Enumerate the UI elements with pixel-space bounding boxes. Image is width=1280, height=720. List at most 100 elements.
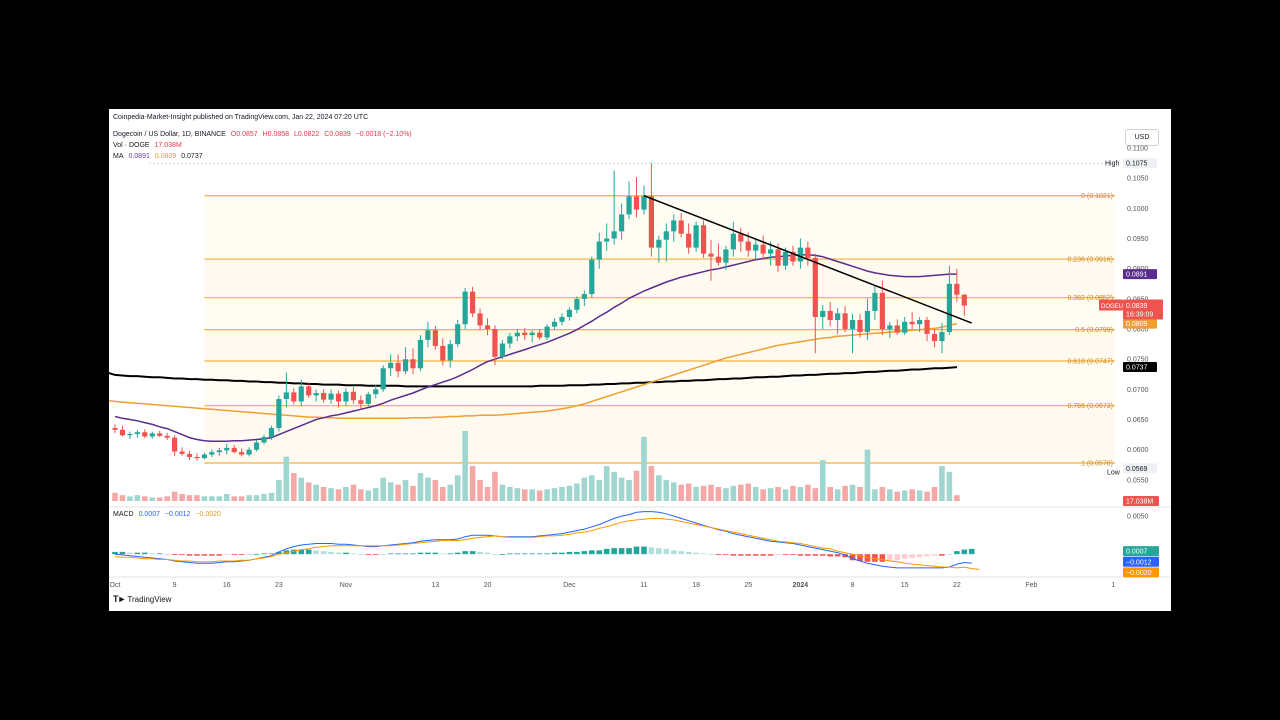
macd-signal-value: −0.0020 xyxy=(195,511,221,518)
macd-line-tag-bg xyxy=(1123,556,1159,567)
volume-bar xyxy=(723,488,729,501)
candle-body xyxy=(157,433,163,436)
x-tick-label: 2024 xyxy=(793,582,809,589)
volume-bar xyxy=(127,496,133,501)
macd-hist-tag: 0.0007 xyxy=(1126,549,1148,556)
candle-body xyxy=(760,244,766,254)
macd-hist-bar xyxy=(365,554,372,555)
candle-body xyxy=(149,433,155,437)
volume-bar xyxy=(819,460,826,501)
x-tick-label: Nov xyxy=(340,582,353,589)
x-tick-label: 15 xyxy=(901,582,909,589)
macd-hist-bar xyxy=(641,546,647,555)
ma-label[interactable]: MA xyxy=(113,153,124,160)
macd-hist-bar xyxy=(335,552,342,555)
candle-body xyxy=(797,247,803,262)
macd-hist-bar xyxy=(909,554,915,558)
ma-slow-line xyxy=(109,366,957,388)
x-tick-label: 13 xyxy=(431,582,439,589)
candle-body xyxy=(566,309,573,317)
volume-bar xyxy=(544,489,550,501)
candle-body xyxy=(619,214,625,232)
last-price-bg xyxy=(1123,299,1163,320)
candle-body xyxy=(246,449,252,455)
candle-body xyxy=(164,435,170,438)
candle-body xyxy=(291,392,297,402)
volume-bar xyxy=(559,487,565,501)
macd-hist-bar xyxy=(462,551,468,555)
tradingview-logo[interactable]: T► TradingView xyxy=(113,594,171,604)
macd-hist-bar xyxy=(291,549,297,555)
volume-bar xyxy=(134,495,141,501)
candle-body xyxy=(745,241,751,251)
macd-hist-bar xyxy=(127,552,133,555)
candle-body xyxy=(931,333,938,342)
macd-hist-bar xyxy=(894,554,901,561)
y-tick-label: 0.0600 xyxy=(1127,447,1149,454)
candle-body xyxy=(239,452,245,455)
macd-hist-bar xyxy=(179,554,185,555)
macd-hist-bar xyxy=(551,552,558,555)
macd-hist-bar xyxy=(432,552,439,555)
macd-hist-bar xyxy=(223,554,230,555)
volume-bar xyxy=(738,484,744,501)
candle-body xyxy=(723,249,729,263)
volume-label[interactable]: Vol · DOGE xyxy=(113,142,150,149)
volume-bar xyxy=(171,491,178,501)
candle-body xyxy=(738,233,744,242)
currency-button[interactable]: USD xyxy=(1125,129,1159,146)
macd-hist-bar xyxy=(328,551,334,555)
ohlc-open: O0.0857 xyxy=(230,131,258,138)
ma-slow-value: 0.0737 xyxy=(181,153,203,160)
candle-body xyxy=(492,329,498,357)
candle-body xyxy=(790,251,796,262)
macd-hist-bar xyxy=(156,553,163,555)
y-tick-label: 0.0950 xyxy=(1127,236,1149,243)
volume-bar xyxy=(581,477,588,501)
candle-body xyxy=(350,391,356,401)
volume-bar xyxy=(425,477,431,501)
volume-bar xyxy=(179,494,185,501)
macd-hist-bar xyxy=(238,554,245,555)
price-chart[interactable]: 0 (0.1021) 0.236 (0.0916) 0.382 (0.0852) 0.… xyxy=(109,109,1171,589)
ma-fast-tag-bg xyxy=(1123,269,1157,280)
volume-bar xyxy=(238,496,245,501)
macd-hist-bar xyxy=(596,550,603,555)
volume-bar xyxy=(529,489,535,501)
macd-hist-bar xyxy=(142,552,148,555)
candle-body xyxy=(231,447,237,453)
candle-body xyxy=(596,241,602,260)
volume-bar xyxy=(305,482,312,501)
volume-bar xyxy=(924,491,930,501)
macd-hist-bar xyxy=(946,554,953,555)
candle-body xyxy=(127,434,133,436)
macd-hist-bar xyxy=(186,554,193,556)
symbol-title[interactable]: Dogecoin / US Dollar, 1D, BINANCE xyxy=(113,131,226,138)
macd-hist-bar xyxy=(738,554,744,556)
candle-body xyxy=(648,196,654,248)
volume-bar xyxy=(752,487,759,501)
ohlc-change: −0.0018 (−2.10%) xyxy=(355,131,412,138)
volume-bar xyxy=(678,484,684,501)
candle-body xyxy=(417,339,424,369)
macd-label[interactable]: MACD xyxy=(113,511,134,518)
volume-bar xyxy=(201,496,208,501)
macd-signal-tag: −0.0020 xyxy=(1126,570,1152,577)
candle-body xyxy=(708,253,714,257)
volume-bar xyxy=(909,489,915,501)
fib-label: 0.236 (0.0916) xyxy=(1067,257,1113,264)
candle-body xyxy=(641,196,647,210)
volume-bar xyxy=(492,471,498,501)
macd-hist-bar xyxy=(305,549,312,555)
low-tag: 0.0569 xyxy=(1126,466,1148,473)
volume-bar xyxy=(834,489,841,501)
candle-body xyxy=(820,310,826,317)
volume-bar xyxy=(745,483,752,501)
macd-hist-bar xyxy=(916,554,923,558)
candle-body xyxy=(440,345,446,361)
chart-frame: Coinpedia-Market-Insight published on Tr… xyxy=(109,109,1171,611)
volume-tag-bg xyxy=(1123,496,1159,506)
candle-body xyxy=(313,393,319,396)
macd-hist-bar xyxy=(387,553,394,555)
candle-body xyxy=(321,393,327,400)
